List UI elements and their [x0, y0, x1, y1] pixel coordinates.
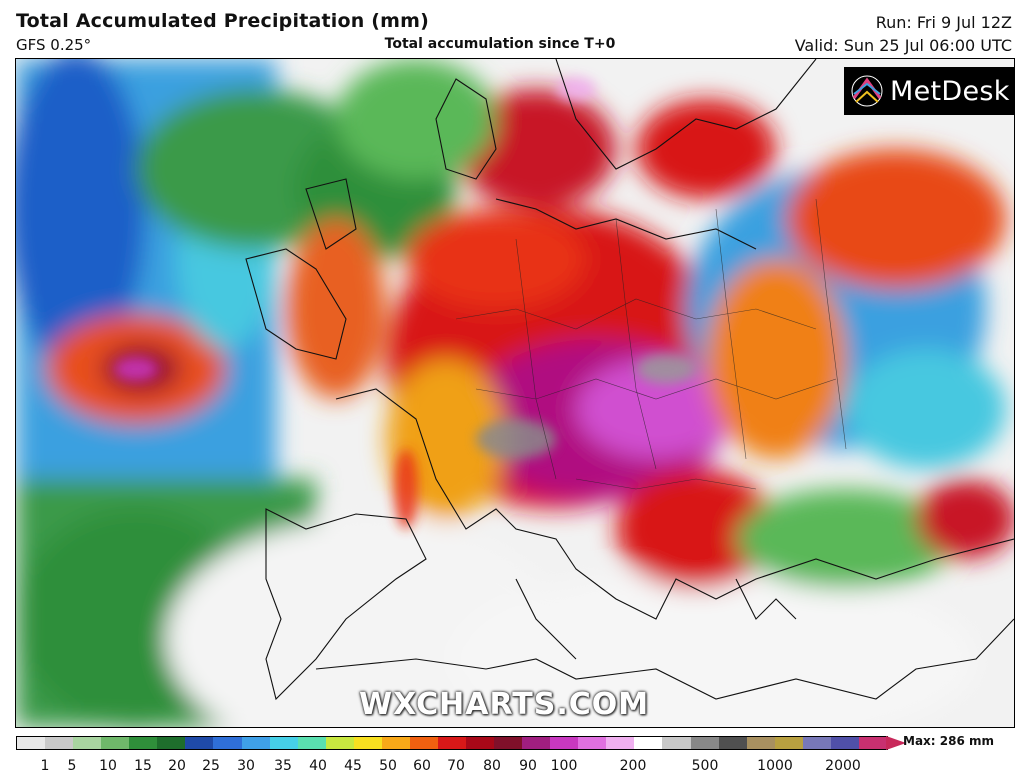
colorbar-swatch	[550, 737, 579, 749]
colorbar-tick-label: 25	[202, 758, 220, 774]
colorbar-swatch	[17, 737, 46, 749]
colorbar-tick-label: 10	[99, 758, 117, 774]
colorbar-tick-label: 60	[413, 758, 431, 774]
model-label: GFS 0.25°	[16, 36, 92, 54]
colorbar-swatch	[718, 737, 747, 749]
colorbar-tick-label: 35	[274, 758, 292, 774]
colorbar-tick-label: 50	[379, 758, 397, 774]
colorbar-swatch	[325, 737, 354, 749]
colorbar-swatch	[157, 737, 186, 749]
coastlines	[245, 59, 1014, 701]
colorbar-tick-label: 90	[519, 758, 537, 774]
colorbar-swatch	[269, 737, 298, 749]
colorbar-swatch	[802, 737, 831, 749]
chart-title: Total Accumulated Precipitation (mm)	[16, 10, 430, 32]
colorbar-swatch	[381, 737, 410, 749]
colorbar-swatch	[774, 737, 803, 749]
colorbar-swatch	[353, 737, 382, 749]
colorbar-max-arrow	[886, 736, 906, 750]
colorbar-swatch	[662, 737, 691, 749]
colorbar-swatch	[494, 737, 523, 749]
metdesk-logo: MetDesk	[844, 67, 1014, 115]
colorbar-tick-label: 200	[619, 758, 647, 774]
colorbar	[16, 736, 906, 750]
colorbar-swatch	[101, 737, 130, 749]
colorbar-tick-label: 15	[134, 758, 152, 774]
accumulation-subtitle: Total accumulation since T+0	[384, 36, 616, 52]
colorbar-swatch	[606, 737, 635, 749]
colorbar-tick-label: 1	[40, 758, 50, 774]
colorbar-swatch	[45, 737, 74, 749]
colorbar-swatch	[437, 737, 466, 749]
colorbar-tick-label: 20	[168, 758, 186, 774]
colorbar-swatch	[466, 737, 495, 749]
metdesk-logo-icon	[851, 75, 883, 107]
map-canvas	[16, 59, 1014, 727]
colorbar-swatch	[522, 737, 551, 749]
colorbar-tick-label: 70	[447, 758, 465, 774]
colorbar-tick-label: 45	[344, 758, 362, 774]
colorbar-swatch	[213, 737, 242, 749]
colorbar-tick-label: 5	[67, 758, 77, 774]
country-borders	[455, 198, 847, 490]
colorbar-tick-label: 2000	[825, 758, 861, 774]
colorbar-tick-label: 30	[237, 758, 255, 774]
colorbar-tick-label: 40	[309, 758, 327, 774]
run-time: Run: Fri 9 Jul 12Z	[875, 13, 1012, 32]
colorbar-swatch	[578, 737, 607, 749]
precipitation-map: MetDesk WXCHARTS.COM	[15, 58, 1015, 728]
colorbar-tick-label: 500	[691, 758, 719, 774]
colorbar-tick-label: 100	[550, 758, 578, 774]
colorbar-swatch	[830, 737, 859, 749]
colorbar-swatch	[858, 737, 887, 749]
colorbar-swatch	[409, 737, 438, 749]
colorbar-tick-label: 1000	[757, 758, 793, 774]
colorbar-swatch	[73, 737, 102, 749]
metdesk-logo-text: MetDesk	[890, 75, 1010, 107]
colorbar-swatch	[129, 737, 158, 749]
colorbar-swatch	[746, 737, 775, 749]
colorbar-scale	[16, 736, 888, 750]
valid-time: Valid: Sun 25 Jul 06:00 UTC	[794, 36, 1012, 55]
colorbar-swatch	[690, 737, 719, 749]
colorbar-swatch	[634, 737, 663, 749]
colorbar-tick-label: 80	[483, 758, 501, 774]
colorbar-swatch	[297, 737, 326, 749]
colorbar-swatch	[185, 737, 214, 749]
wxcharts-watermark: WXCHARTS.COM	[359, 687, 650, 722]
max-value-label: Max: 286 mm	[903, 734, 994, 748]
colorbar-swatch	[241, 737, 270, 749]
